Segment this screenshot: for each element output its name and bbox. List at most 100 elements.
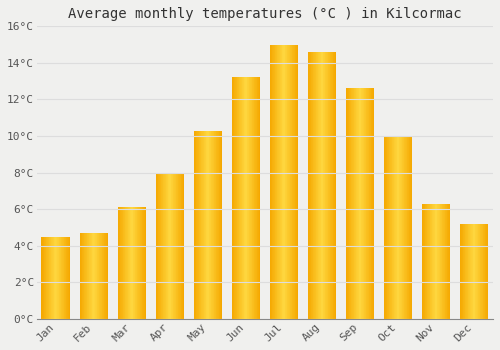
Bar (170, 173, 172, 319)
Bar (291, 44, 292, 319)
Bar (133, 207, 134, 319)
Bar (54, 237, 55, 319)
Bar (402, 136, 403, 319)
Bar (324, 52, 325, 319)
Bar (287, 44, 288, 319)
Bar (246, 77, 248, 319)
Bar (368, 89, 370, 319)
Bar (250, 77, 251, 319)
Bar (460, 224, 462, 319)
Bar (274, 44, 276, 319)
Bar (292, 44, 293, 319)
Bar (388, 136, 389, 319)
Bar (197, 131, 198, 319)
Bar (406, 136, 408, 319)
Bar (444, 204, 446, 319)
Bar (486, 224, 487, 319)
Bar (432, 204, 433, 319)
Bar (369, 89, 370, 319)
Bar (430, 204, 431, 319)
Bar (405, 136, 406, 319)
Bar (169, 173, 170, 319)
Bar (106, 233, 108, 319)
Bar (202, 131, 203, 319)
Bar (395, 136, 396, 319)
Bar (50, 237, 51, 319)
Bar (210, 131, 212, 319)
Bar (244, 77, 245, 319)
Bar (423, 204, 424, 319)
Bar (256, 77, 258, 319)
Bar (442, 204, 443, 319)
Bar (258, 77, 259, 319)
Bar (327, 52, 328, 319)
Bar (99, 233, 100, 319)
Bar (441, 204, 442, 319)
Bar (396, 136, 398, 319)
Bar (177, 173, 178, 319)
Bar (436, 204, 437, 319)
Bar (65, 237, 66, 319)
Bar (83, 233, 84, 319)
Bar (100, 233, 101, 319)
Bar (480, 224, 481, 319)
Bar (308, 52, 309, 319)
Bar (141, 207, 142, 319)
Bar (471, 224, 472, 319)
Bar (105, 233, 106, 319)
Bar (440, 204, 441, 319)
Bar (254, 77, 255, 319)
Bar (322, 52, 324, 319)
Bar (352, 89, 353, 319)
Bar (196, 131, 197, 319)
Bar (464, 224, 465, 319)
Bar (62, 237, 63, 319)
Bar (321, 52, 322, 319)
Bar (253, 77, 254, 319)
Bar (385, 136, 386, 319)
Bar (309, 52, 310, 319)
Bar (426, 204, 428, 319)
Bar (448, 204, 449, 319)
Bar (215, 131, 216, 319)
Bar (426, 204, 427, 319)
Bar (326, 52, 327, 319)
Bar (284, 44, 286, 319)
Bar (359, 89, 360, 319)
Bar (234, 77, 236, 319)
Bar (137, 207, 138, 319)
Bar (103, 233, 104, 319)
Bar (91, 233, 92, 319)
Bar (328, 52, 329, 319)
Bar (43, 237, 44, 319)
Bar (178, 173, 179, 319)
Bar (392, 136, 393, 319)
Bar (487, 224, 488, 319)
Bar (168, 173, 169, 319)
Bar (248, 77, 249, 319)
Bar (296, 44, 298, 319)
Bar (130, 207, 131, 319)
Bar (84, 233, 86, 319)
Bar (366, 89, 367, 319)
Bar (144, 207, 146, 319)
Bar (208, 131, 210, 319)
Bar (271, 44, 272, 319)
Bar (181, 173, 182, 319)
Bar (67, 237, 68, 319)
Bar (398, 136, 400, 319)
Bar (172, 173, 174, 319)
Bar (391, 136, 392, 319)
Bar (365, 89, 366, 319)
Bar (446, 204, 448, 319)
Bar (386, 136, 388, 319)
Bar (466, 224, 467, 319)
Bar (350, 89, 352, 319)
Bar (288, 44, 289, 319)
Bar (330, 52, 332, 319)
Bar (66, 237, 67, 319)
Bar (334, 52, 335, 319)
Bar (243, 77, 244, 319)
Bar (282, 44, 284, 319)
Bar (422, 204, 424, 319)
